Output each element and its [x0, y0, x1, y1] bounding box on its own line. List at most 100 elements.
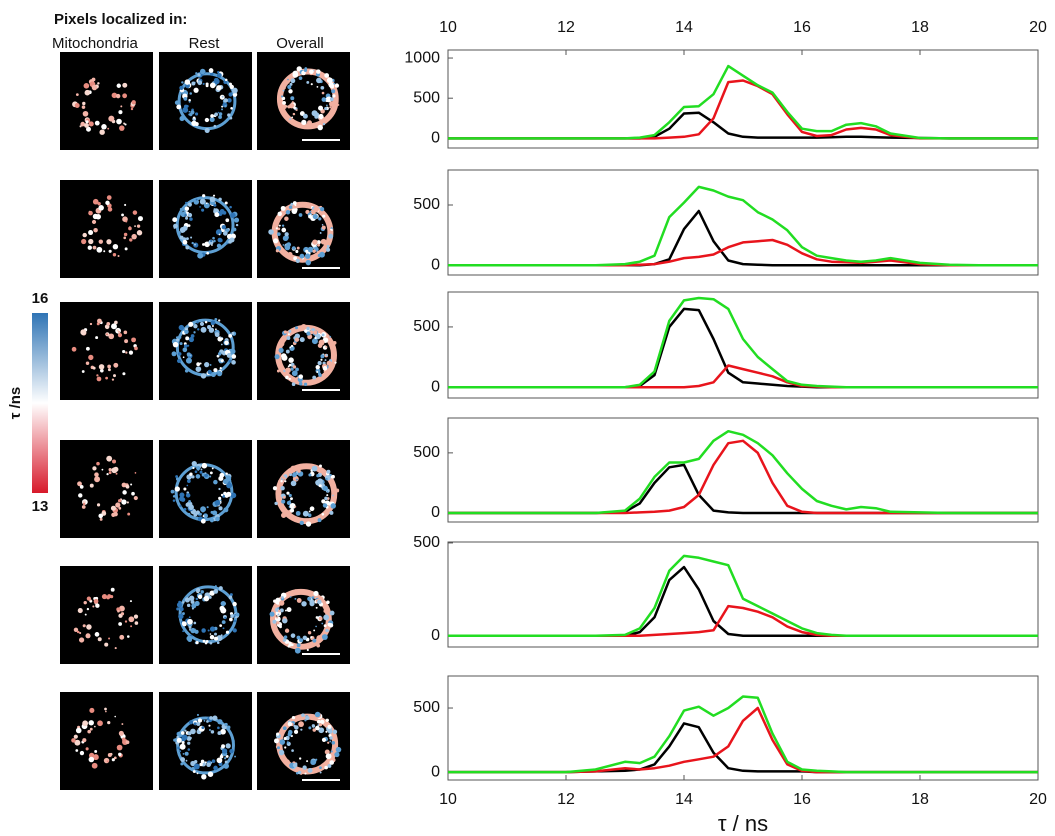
pixel-cluster — [281, 227, 287, 233]
pixel-cluster — [330, 750, 333, 753]
pixel-cluster — [321, 333, 325, 337]
pixel-cluster — [124, 123, 127, 126]
pixel-cluster — [113, 374, 116, 378]
pixel-cluster — [277, 227, 281, 231]
line-series — [448, 695, 1038, 774]
pixel-cluster — [81, 370, 85, 373]
pixel-cluster — [195, 474, 201, 479]
pixel-cluster — [327, 724, 332, 729]
pixel-cluster — [194, 600, 200, 607]
pixel-cluster — [325, 628, 329, 633]
pixel-cluster — [196, 721, 201, 726]
pixel-cluster — [327, 729, 333, 734]
pixel-cluster — [326, 469, 331, 474]
pixel-cluster — [209, 471, 213, 475]
pixel-cluster — [71, 738, 76, 743]
pixel-cluster — [97, 82, 100, 85]
y-tick-label: 0 — [431, 763, 440, 780]
pixel-cluster — [188, 504, 194, 511]
pixel-cluster — [281, 95, 284, 98]
pixel-cluster — [117, 255, 120, 258]
pixel-cluster — [287, 105, 291, 109]
pixel-cluster — [193, 324, 198, 329]
pixel-cluster — [130, 483, 133, 486]
pixel-cluster — [213, 194, 216, 197]
pixel-cluster — [213, 124, 217, 128]
pixel-cluster — [184, 79, 191, 85]
pixel-cluster — [125, 220, 128, 223]
pixel-cluster — [79, 485, 84, 489]
pixel-cluster — [129, 238, 133, 242]
pixel-cluster — [199, 362, 202, 365]
pixel-cluster — [295, 249, 299, 253]
pixel-cluster — [124, 339, 129, 344]
y-tick-label: 500 — [413, 89, 440, 106]
pixel-cluster — [191, 120, 197, 127]
pixel-cluster — [211, 83, 214, 86]
pixel-cluster — [228, 334, 233, 338]
pixel-cluster — [230, 614, 235, 619]
pixel-cluster — [216, 641, 220, 645]
pixel-cluster — [284, 216, 289, 221]
pixel-cluster — [193, 243, 197, 246]
pixel-cluster — [176, 231, 181, 235]
pixel-cluster — [125, 484, 130, 489]
pixel-cluster — [188, 100, 191, 103]
pixel-cluster — [318, 464, 322, 468]
pixel-cluster — [291, 370, 298, 377]
pixel-cluster — [175, 475, 179, 478]
pixel-cluster — [92, 213, 99, 220]
pixel-cluster — [114, 647, 117, 650]
pixel-cluster — [318, 113, 324, 120]
pixel-cluster — [220, 600, 226, 607]
pixel-cluster — [332, 729, 338, 735]
pixel-cluster — [305, 259, 312, 266]
pixel-cluster — [98, 364, 105, 370]
pixel-cluster — [181, 81, 184, 84]
pixel-cluster — [203, 202, 210, 209]
pixel-cluster — [187, 512, 191, 517]
line-series — [448, 209, 1038, 267]
pixel-cluster — [192, 116, 196, 119]
x-tick-label: 12 — [557, 791, 575, 808]
pixel-cluster — [208, 68, 214, 73]
pixel-cluster — [332, 494, 334, 497]
pixel-cluster — [293, 589, 299, 595]
pixel-cluster — [290, 633, 296, 638]
pixel-cluster — [308, 510, 311, 513]
pixel-cluster — [285, 210, 291, 215]
pixel-cluster — [176, 602, 183, 608]
pixel-cluster — [209, 716, 213, 720]
x-tick-label: 14 — [675, 19, 693, 36]
pixel-cluster — [187, 212, 193, 218]
pixel-cluster — [295, 367, 299, 372]
pixel-cluster — [200, 506, 206, 513]
pixel-cluster — [201, 208, 205, 212]
pixel-cluster — [204, 473, 208, 478]
pixel-cluster — [221, 108, 224, 111]
pixel-cluster — [190, 728, 196, 735]
pixel-cluster — [198, 725, 205, 732]
pixel-cluster — [235, 223, 239, 227]
pixel-cluster — [187, 202, 192, 207]
pixel-cluster — [193, 87, 199, 93]
pixel-cluster — [192, 466, 195, 470]
pixel-cluster — [111, 758, 115, 762]
pixel-cluster — [310, 714, 316, 720]
pixel-cluster — [218, 233, 221, 236]
pixel-cluster — [235, 612, 240, 617]
pixel-cluster — [291, 116, 294, 119]
pixel-cluster — [290, 718, 294, 722]
pixel-cluster — [318, 339, 325, 346]
pixel-cluster — [112, 253, 117, 257]
pixel-cluster — [216, 72, 222, 78]
pixel-cluster — [115, 502, 121, 508]
pixel-cluster — [191, 81, 196, 86]
pixel-cluster — [118, 330, 121, 333]
pixel-cluster — [179, 607, 184, 612]
pixel-cluster — [88, 721, 93, 725]
pixel-cluster — [182, 347, 188, 353]
pixel-cluster — [326, 360, 332, 366]
pixel-cluster — [330, 228, 333, 231]
